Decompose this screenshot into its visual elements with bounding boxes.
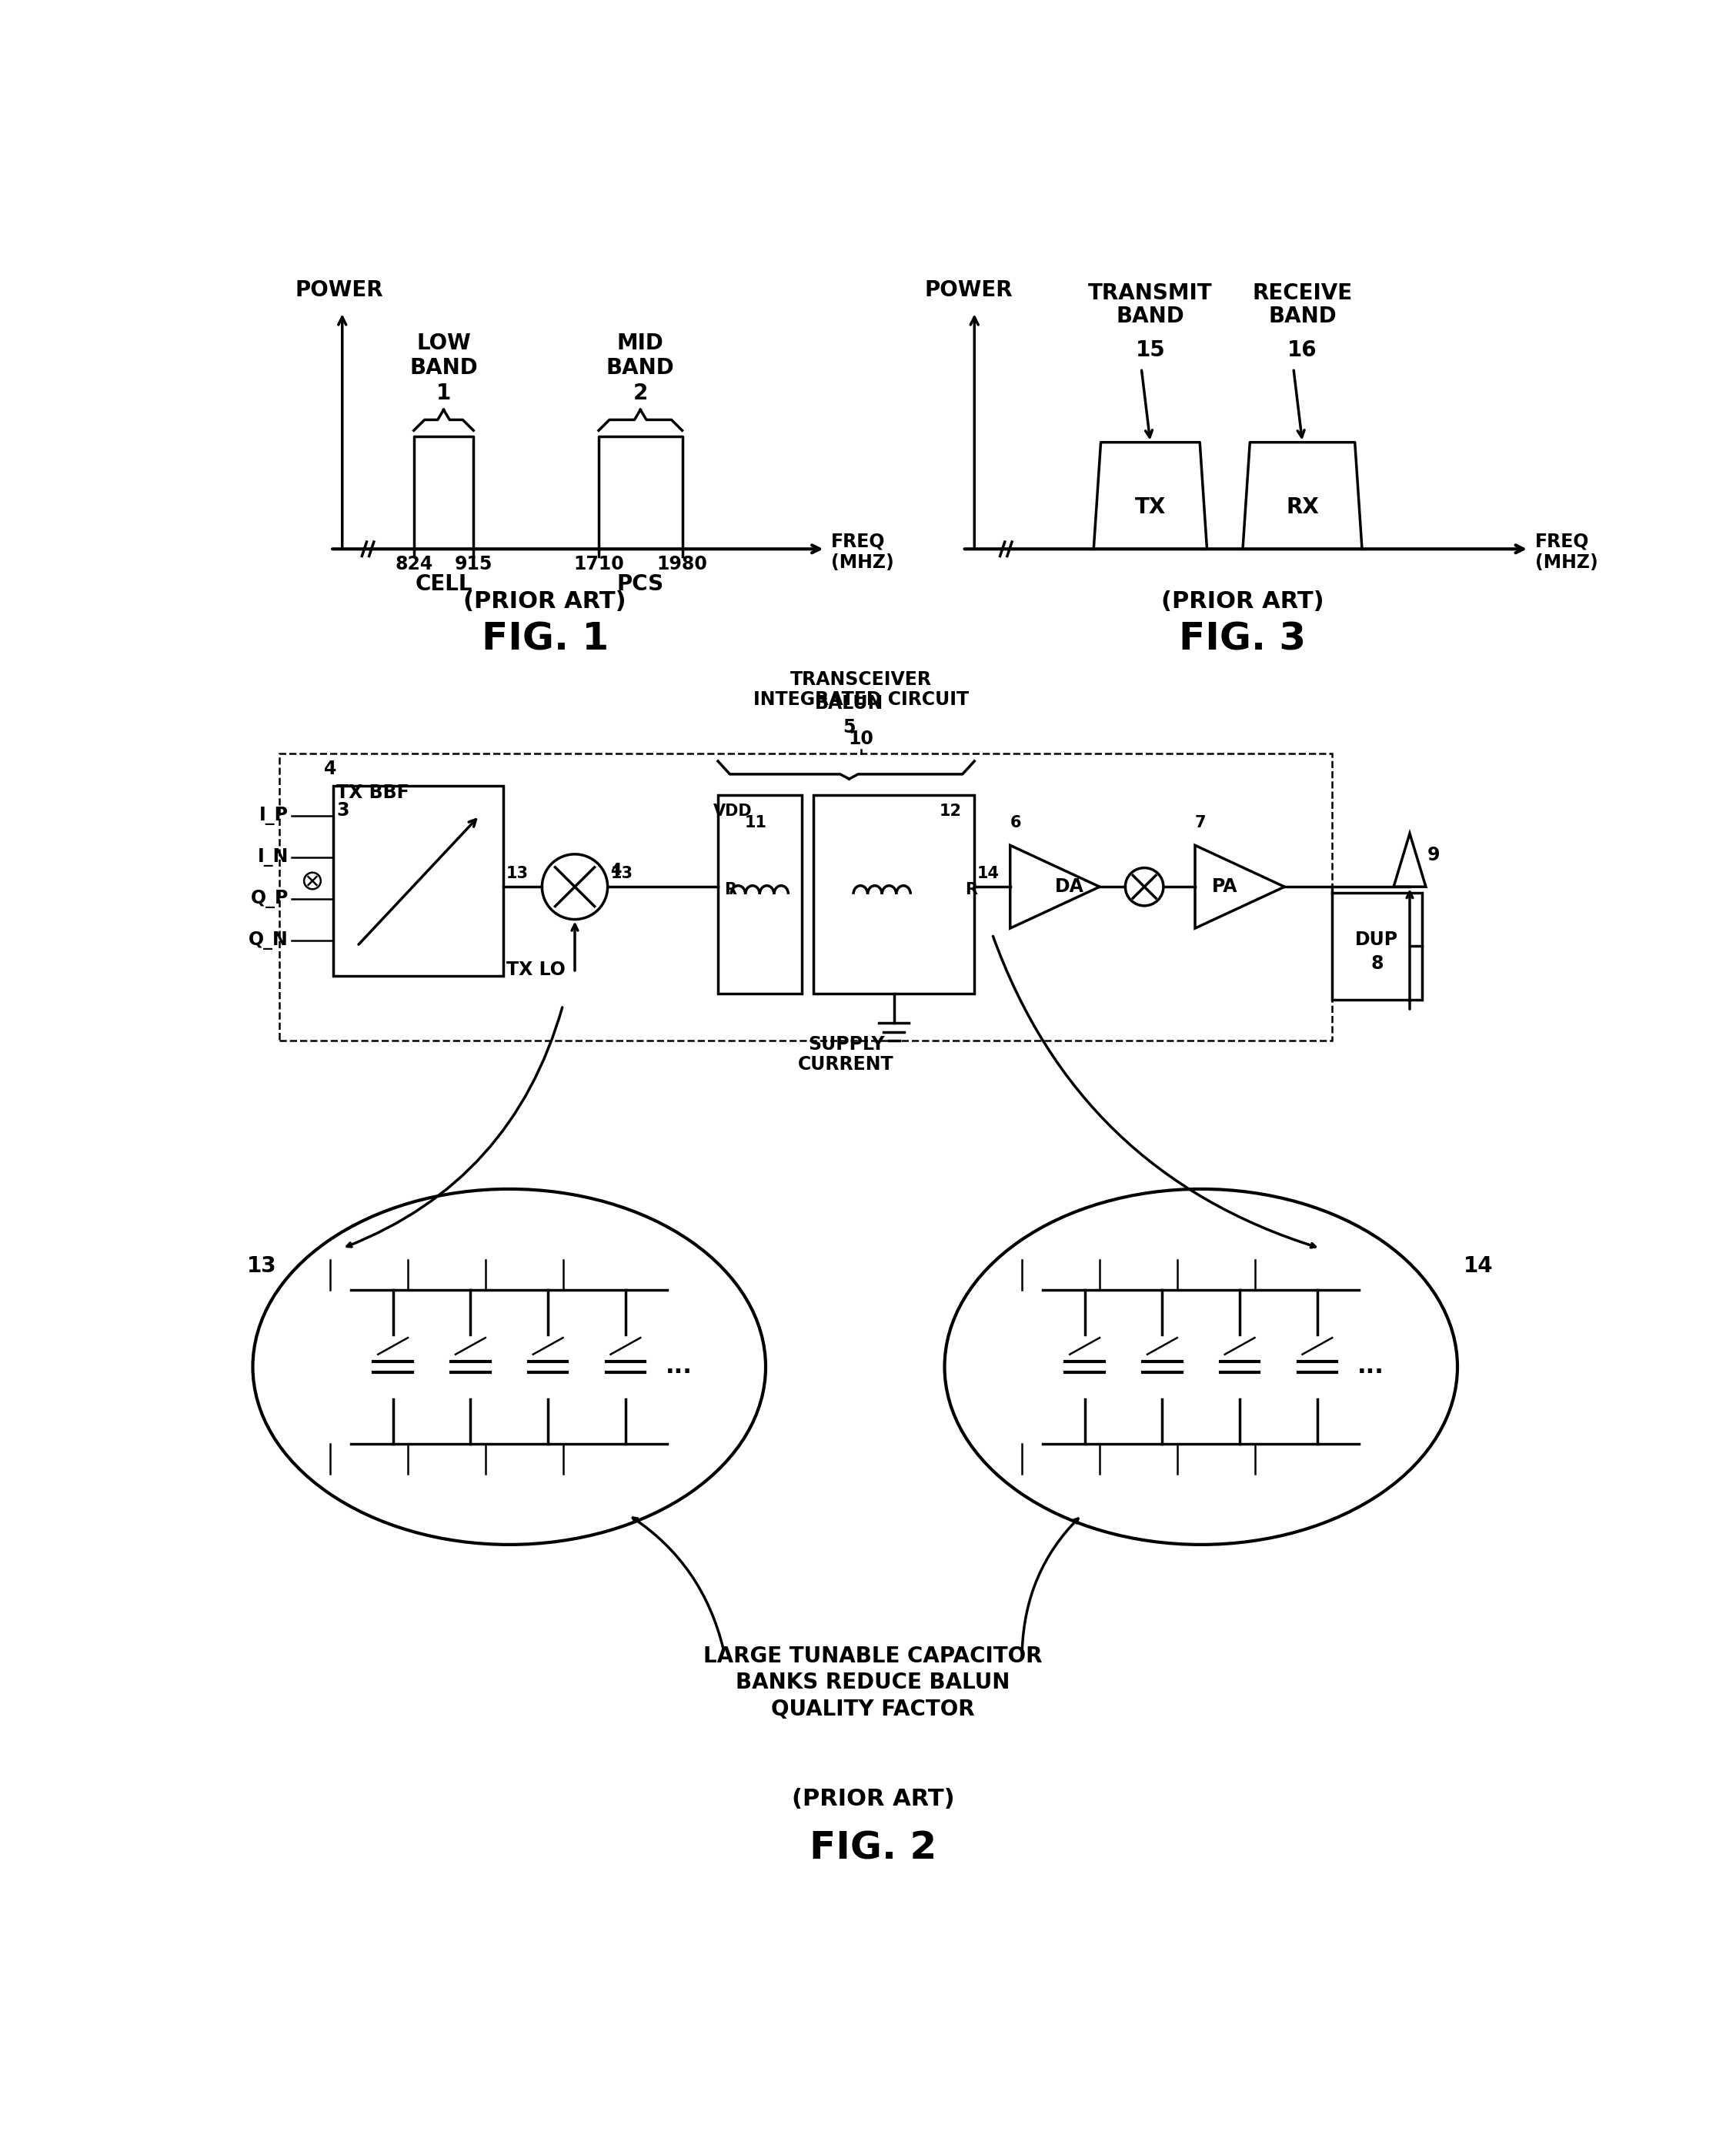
Text: TRANSCEIVER
INTEGRATED CIRCUIT: TRANSCEIVER INTEGRATED CIRCUIT — [753, 670, 969, 709]
Text: (PRIOR ART): (PRIOR ART) — [464, 590, 627, 612]
Text: PCS: PCS — [616, 573, 663, 595]
Text: RECEIVE
BAND: RECEIVE BAND — [1252, 282, 1352, 328]
Text: MID
BAND
2: MID BAND 2 — [606, 332, 675, 403]
Text: LARGE TUNABLE CAPACITOR
BANKS REDUCE BALUN
QUALITY FACTOR: LARGE TUNABLE CAPACITOR BANKS REDUCE BAL… — [703, 1646, 1043, 1720]
Text: ...: ... — [667, 1355, 693, 1377]
Text: 4: 4 — [611, 862, 621, 877]
Text: 9: 9 — [1427, 845, 1441, 864]
Text: I_N: I_N — [257, 847, 288, 866]
Text: CELL: CELL — [415, 573, 472, 595]
Bar — [333, 787, 503, 976]
Text: 915: 915 — [455, 556, 493, 573]
Text: TX BBF: TX BBF — [337, 782, 410, 802]
Text: POWER: POWER — [924, 280, 1012, 302]
Text: 7: 7 — [1194, 815, 1207, 830]
Text: FREQ
(MHZ): FREQ (MHZ) — [1535, 532, 1597, 571]
Text: (PRIOR ART): (PRIOR ART) — [792, 1789, 955, 1810]
Bar — [1332, 892, 1422, 1000]
Text: 13: 13 — [611, 866, 634, 881]
Bar — [279, 754, 1332, 1041]
Text: SUPPLY
CURRENT: SUPPLY CURRENT — [799, 1034, 894, 1073]
Text: 14: 14 — [1463, 1254, 1493, 1276]
Text: PA: PA — [1212, 877, 1238, 896]
Text: 5: 5 — [842, 718, 856, 737]
Text: 824: 824 — [394, 556, 432, 573]
Text: I_P: I_P — [259, 806, 288, 825]
Text: TX: TX — [1135, 498, 1167, 519]
Text: 4: 4 — [325, 759, 337, 778]
Text: FIG. 1: FIG. 1 — [481, 621, 609, 657]
Text: FIG. 3: FIG. 3 — [1179, 621, 1305, 657]
Text: 11: 11 — [745, 815, 767, 830]
Text: 13: 13 — [247, 1254, 276, 1276]
Text: R: R — [965, 881, 977, 896]
Text: 15: 15 — [1135, 340, 1165, 362]
Text: Q_N: Q_N — [248, 931, 288, 950]
Text: 16: 16 — [1288, 340, 1318, 362]
Text: LOW
BAND
1: LOW BAND 1 — [410, 332, 477, 403]
Text: DA: DA — [1055, 877, 1085, 896]
Text: ...: ... — [1358, 1355, 1384, 1377]
Text: 1980: 1980 — [656, 556, 708, 573]
Text: 12: 12 — [939, 804, 962, 819]
Text: POWER: POWER — [295, 280, 384, 302]
Text: RX: RX — [1286, 498, 1319, 519]
Text: 8: 8 — [1371, 955, 1384, 974]
Text: 14: 14 — [977, 866, 1000, 881]
Text: 6: 6 — [1010, 815, 1021, 830]
Text: FREQ
(MHZ): FREQ (MHZ) — [832, 532, 894, 571]
Text: TRANSMIT
BAND: TRANSMIT BAND — [1088, 282, 1212, 328]
Text: VDD: VDD — [713, 804, 752, 819]
Text: 10: 10 — [849, 731, 873, 748]
Text: 13: 13 — [507, 866, 528, 881]
Bar — [719, 795, 802, 993]
Text: TX LO: TX LO — [507, 961, 566, 978]
Text: DUP: DUP — [1356, 931, 1399, 950]
Text: Q_P: Q_P — [250, 890, 288, 907]
Text: 3: 3 — [337, 802, 349, 819]
Text: BALUN: BALUN — [814, 694, 884, 713]
Text: FIG. 2: FIG. 2 — [809, 1830, 937, 1866]
Bar — [814, 795, 974, 993]
Text: (PRIOR ART): (PRIOR ART) — [1161, 590, 1325, 612]
Text: R: R — [724, 881, 736, 896]
Text: 1710: 1710 — [573, 556, 623, 573]
